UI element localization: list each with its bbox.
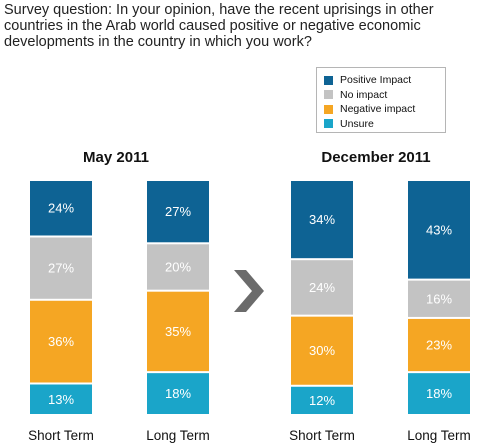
bar-segment-may-2011-long-term-no-impact <box>147 244 209 290</box>
bar-segment-may-2011-long-term-positive <box>147 181 209 243</box>
category-label-december-2011-short-term: Short Term <box>289 428 355 443</box>
bar-segment-december-2011-long-term-negative <box>408 318 470 372</box>
legend-item-negative: Negative impact <box>324 102 445 117</box>
data-label-may-2011-short-term-no-impact: 27% <box>48 261 74 276</box>
data-label-december-2011-long-term-unsure: 18% <box>426 386 452 401</box>
chart-title-may-2011: May 2011 <box>83 149 149 166</box>
bar-segment-december-2011-short-term-unsure <box>291 386 353 414</box>
bar-segment-may-2011-long-term-unsure <box>147 373 209 414</box>
bar-segment-december-2011-short-term-no-impact <box>291 260 353 315</box>
data-label-may-2011-short-term-positive: 24% <box>48 201 74 216</box>
bar-segment-december-2011-short-term-positive <box>291 181 353 259</box>
legend-label-no-impact: No impact <box>340 88 388 101</box>
data-label-may-2011-long-term-negative: 35% <box>165 324 191 339</box>
data-label-december-2011-long-term-positive: 43% <box>426 222 452 237</box>
legend-swatch-positive <box>324 75 333 85</box>
legend: Positive Impact No impact Negative impac… <box>316 67 446 133</box>
bar-segment-may-2011-short-term-unsure <box>30 384 92 414</box>
data-label-december-2011-long-term-negative: 23% <box>426 338 452 353</box>
legend-item-no-impact: No impact <box>324 88 445 103</box>
chevron-right-icon <box>234 270 264 312</box>
category-label-may-2011-long-term: Long Term <box>146 428 210 443</box>
bar-segment-december-2011-long-term-unsure <box>408 373 470 414</box>
data-label-december-2011-short-term-unsure: 12% <box>309 393 335 408</box>
legend-label-negative: Negative impact <box>340 103 416 116</box>
legend-item-positive: Positive Impact <box>324 73 445 88</box>
bar-segment-december-2011-short-term-negative <box>291 316 353 385</box>
data-label-may-2011-long-term-no-impact: 20% <box>165 259 191 274</box>
survey-question: Survey question: In your opinion, have t… <box>4 2 434 50</box>
bar-segment-december-2011-long-term-no-impact <box>408 280 470 317</box>
legend-label-positive: Positive Impact <box>340 74 412 87</box>
bar-segment-december-2011-long-term-positive <box>408 181 470 279</box>
data-label-december-2011-short-term-negative: 30% <box>309 343 335 358</box>
data-label-may-2011-long-term-positive: 27% <box>165 204 191 219</box>
bar-segment-may-2011-short-term-positive <box>30 181 92 236</box>
bar-segment-may-2011-short-term-no-impact <box>30 237 92 299</box>
data-label-december-2011-short-term-positive: 34% <box>309 212 335 227</box>
data-label-may-2011-short-term-unsure: 13% <box>48 392 74 407</box>
data-label-december-2011-long-term-no-impact: 16% <box>426 291 452 306</box>
data-label-may-2011-long-term-unsure: 18% <box>165 386 191 401</box>
legend-swatch-negative <box>324 104 333 114</box>
bar-segment-may-2011-short-term-negative <box>30 300 92 383</box>
data-label-may-2011-short-term-negative: 36% <box>48 334 74 349</box>
legend-swatch-no-impact <box>324 90 333 100</box>
chart-title-december-2011: December 2011 <box>321 149 431 166</box>
legend-swatch-unsure <box>324 119 333 129</box>
category-label-may-2011-short-term: Short Term <box>28 428 94 443</box>
category-label-december-2011-long-term: Long Term <box>407 428 471 443</box>
legend-item-unsure: Unsure <box>324 117 445 132</box>
bar-segment-may-2011-long-term-negative <box>147 291 209 372</box>
legend-label-unsure: Unsure <box>340 117 374 130</box>
data-label-december-2011-short-term-no-impact: 24% <box>309 280 335 295</box>
